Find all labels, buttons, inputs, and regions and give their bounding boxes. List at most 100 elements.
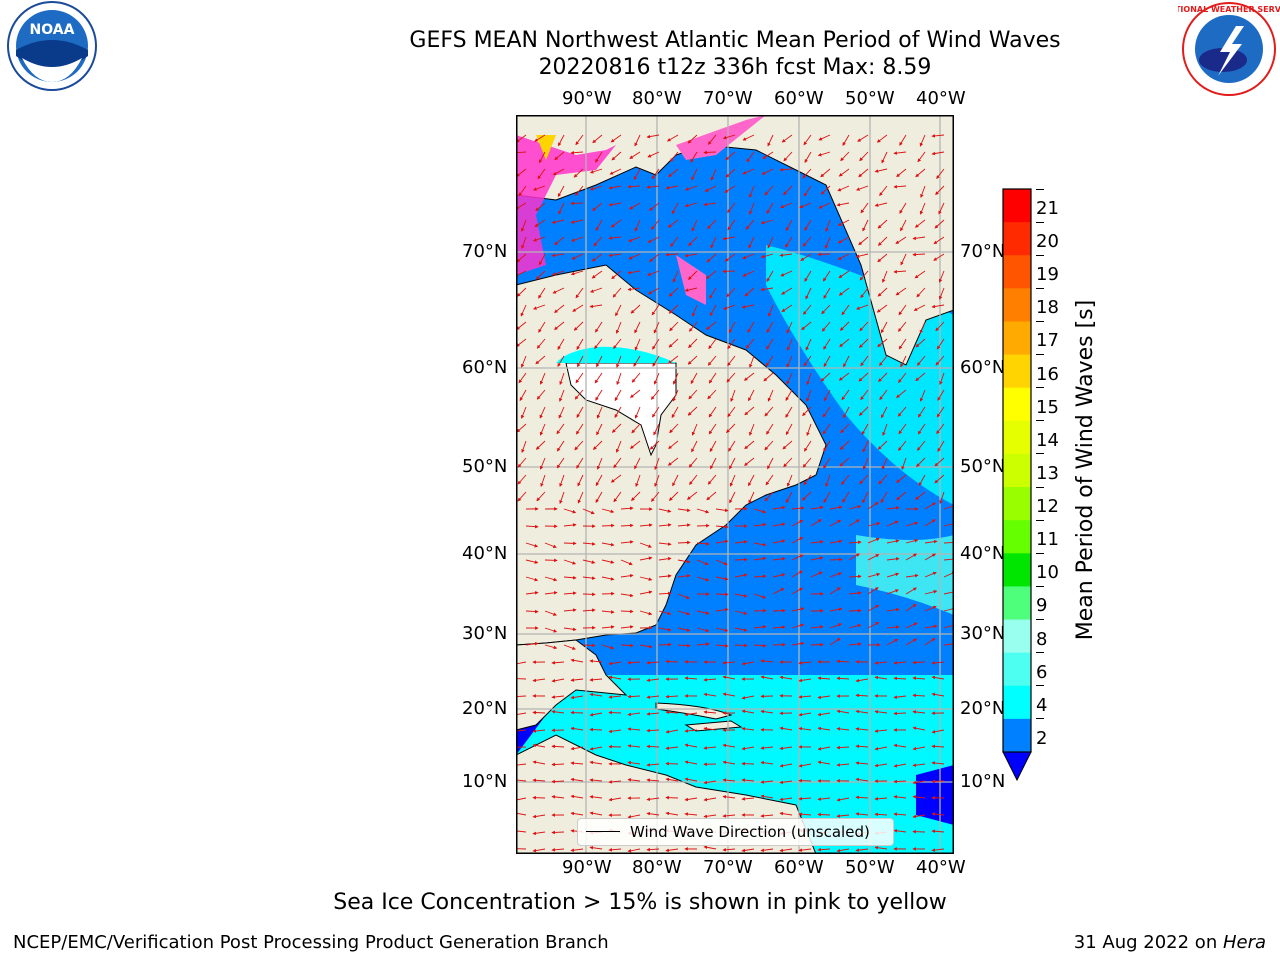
wave-direction-arrow [538,287,546,299]
wave-direction-arrow [876,304,888,313]
wave-direction-arrow [688,270,698,280]
wave-direction-arrow [570,219,584,224]
wave-direction-arrow [665,694,679,699]
mexico-landmass [516,639,628,731]
wave-direction-arrow [898,372,907,383]
wave-direction-arrow [654,474,660,487]
wave-direction-arrow [639,644,653,649]
wave-direction-arrow [772,557,786,561]
wave-direction-arrow [912,252,926,257]
wave-direction-arrow [688,236,698,247]
wave-direction-arrow [646,660,660,665]
wave-direction-arrow [779,167,793,172]
wave-direction-arrow [658,508,672,513]
wave-direction-arrow [595,219,603,232]
wave-direction-arrow [905,553,918,561]
wave-direction-arrow [688,338,698,349]
wave-direction-arrow [535,440,546,450]
wave-direction-arrow [862,219,869,232]
wave-direction-arrow [817,676,831,681]
wave-direction-arrow [577,355,584,368]
wave-direction-arrow [570,848,584,852]
wave-direction-arrow [821,321,831,332]
wave-direction-arrow [893,151,907,155]
wave-direction-arrow [934,474,945,484]
wave-direction-arrow [589,811,603,816]
wave-direction-arrow [823,287,831,299]
wave-direction-arrow [917,406,926,418]
wave-direction-arrow [931,761,945,765]
wave-direction-arrow [535,355,546,365]
wave-direction-arrow [577,491,584,504]
wave-direction-arrow [706,270,717,279]
wave-direction-arrow [898,321,907,332]
wave-direction-arrow [727,355,736,367]
wave-direction-arrow [691,423,698,436]
wave-direction-arrow [810,505,824,510]
wave-direction-arrow [627,270,641,275]
wave-direction-arrow [791,607,805,612]
wave-direction-arrow [823,440,831,452]
wave-direction-arrow [532,710,546,715]
wave-direction-arrow [779,675,793,680]
wave-direction-arrow [620,540,634,544]
wave-direction-arrow [855,848,869,852]
wave-direction-arrow [829,505,843,510]
wave-direction-arrow [798,796,812,801]
colorbar-cell [1003,387,1031,422]
wave-direction-arrow [533,304,546,310]
wave-direction-arrow [766,202,774,214]
wave-direction-arrow [646,185,660,189]
wave-direction-arrow [525,524,539,529]
wave-direction-arrow [931,829,945,834]
wave-direction-arrow [532,760,546,765]
wave-direction-arrow [516,134,527,143]
wave-direction-arrow [658,642,672,647]
wave-direction-arrow [620,523,634,528]
wave-direction-arrow [532,778,546,783]
wave-direction-arrow [791,554,804,561]
wave-direction-arrow [820,185,831,195]
wave-direction-arrow [630,389,641,398]
wave-direction-arrow [722,675,736,680]
wave-direction-arrow [696,559,709,566]
wave-direction-arrow [829,519,842,527]
wave-direction-arrow [824,236,831,249]
wave-direction-arrow [836,814,850,818]
wave-direction-arrow [905,587,917,595]
wave-direction-arrow [594,338,603,350]
colorbar-tick-label: 20 [1036,231,1059,253]
wave-direction-arrow [688,389,698,400]
wave-direction-arrow [652,406,660,418]
wave-direction-arrow [825,474,831,487]
wave-direction-arrow [862,457,869,470]
wave-direction-arrow [880,491,888,504]
wave-direction-arrow [620,643,634,648]
wave-direction-arrow [589,678,603,682]
wave-direction-arrow [703,814,717,819]
wave-direction-arrow [575,185,584,196]
wave-direction-arrow [647,151,660,158]
wave-direction-arrow [534,219,546,228]
wave-direction-arrow [779,726,793,731]
wave-direction-arrow [867,572,881,578]
wave-direction-arrow [518,185,527,197]
wave-direction-arrow [715,559,728,566]
wave-direction-arrow [525,542,539,548]
wave-direction-arrow [896,491,907,501]
wave-direction-arrow [554,304,565,314]
wave-direction-arrow [893,269,907,274]
wave-direction-arrow [893,763,907,768]
wave-direction-arrow [878,372,888,383]
wave-direction-arrow [535,270,546,280]
wave-direction-arrow [611,423,622,433]
wave-direction-arrow [613,457,622,469]
wave-direction-arrow [653,321,660,334]
wave-direction-arrow [708,338,717,350]
wave-direction-arrow [914,270,926,279]
colorbar-cell [1003,685,1031,720]
colorbar-tick-label: 21 [1036,198,1059,219]
wave-direction-arrow [589,712,603,717]
wave-direction-arrow [668,287,679,297]
wave-direction-arrow [876,134,888,143]
